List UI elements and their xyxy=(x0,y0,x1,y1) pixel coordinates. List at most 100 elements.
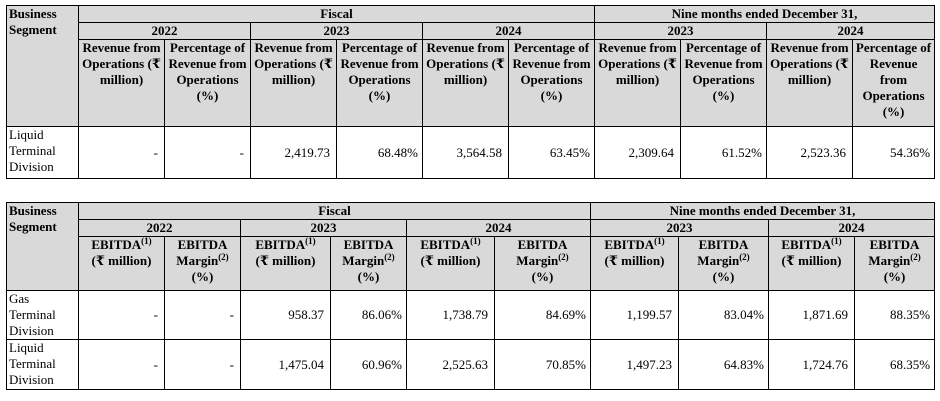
unit-label: (₹ million) xyxy=(255,253,316,268)
margin-label: EBITDA Margin xyxy=(868,237,920,268)
cell-value: 86.06% xyxy=(330,290,407,340)
year-header: 2022 xyxy=(78,22,251,40)
margin-col-header: EBITDA Margin(2) (%) xyxy=(853,236,936,291)
cell-value: 54.36% xyxy=(851,126,936,179)
cell-value: - xyxy=(164,290,241,340)
cell-value: 70.85% xyxy=(494,339,591,390)
cell-value: 61.52% xyxy=(680,126,767,179)
year-header: 2024 xyxy=(767,219,936,237)
margin-col-header: EBITDA Margin(2) (%) xyxy=(494,236,591,291)
cell-value: 2,419.73 xyxy=(250,126,337,179)
revenue-table: Business Segment Fiscal Nine months ende… xyxy=(6,5,936,179)
revenue-col-header: Revenue from Operations (₹ million) xyxy=(422,39,509,127)
nine-months-header: Nine months ended December 31, xyxy=(593,5,936,23)
margin-col-header: EBITDA Margin(2) (%) xyxy=(678,236,769,291)
footnote-marker: (2) xyxy=(910,252,921,262)
cell-value: - xyxy=(78,290,165,340)
percentage-col-header: Percentage of Revenue from Operations (%… xyxy=(851,39,936,127)
cell-value: 3,564.58 xyxy=(422,126,509,179)
segment-label: Liquid Terminal Division xyxy=(6,339,79,390)
revenue-col-header: Revenue from Operations (₹ million) xyxy=(250,39,337,127)
unit-label: (%) xyxy=(531,269,554,284)
year-header: 2023 xyxy=(594,22,767,40)
year-header: 2023 xyxy=(590,219,769,237)
revenue-col-header: Revenue from Operations (₹ million) xyxy=(78,39,165,127)
ebitda-col-header: EBITDA(1) (₹ million) xyxy=(406,236,495,291)
cell-value: 1,738.79 xyxy=(406,290,495,340)
cell-value: 1,497.23 xyxy=(590,339,679,390)
cell-value: 68.48% xyxy=(336,126,423,179)
margin-label: EBITDA Margin xyxy=(176,237,228,268)
footnote-marker: (2) xyxy=(558,252,569,262)
footnote-marker: (1) xyxy=(831,236,842,246)
cell-value: 63.45% xyxy=(508,126,595,179)
revenue-col-header: Revenue from Operations (₹ million) xyxy=(766,39,853,127)
footnote-marker: (2) xyxy=(739,252,750,262)
unit-label: (%) xyxy=(357,269,380,284)
cell-value: 1,724.76 xyxy=(768,339,855,390)
unit-label: (%) xyxy=(191,269,214,284)
cell-value: 1,475.04 xyxy=(240,339,331,390)
footnote-marker: (1) xyxy=(305,236,316,246)
cell-value: 60.96% xyxy=(330,339,407,390)
ebitda-label: EBITDA xyxy=(420,237,471,252)
unit-label: (%) xyxy=(883,269,906,284)
cell-value: 2,523.36 xyxy=(766,126,853,179)
year-header: 2024 xyxy=(422,22,595,40)
footnote-marker: (1) xyxy=(470,236,481,246)
cell-value: 84.69% xyxy=(494,290,591,340)
cell-value: 958.37 xyxy=(240,290,331,340)
ebitda-label: EBITDA xyxy=(255,237,306,252)
fiscal-header: Fiscal xyxy=(78,5,595,23)
table-row: Liquid Terminal Division - - 2,419.73 68… xyxy=(6,126,936,179)
unit-label: (₹ million) xyxy=(420,253,481,268)
year-header: 2022 xyxy=(78,219,241,237)
ebitda-col-header: EBITDA(1) (₹ million) xyxy=(590,236,679,291)
margin-col-header: EBITDA Margin(2) (%) xyxy=(164,236,241,291)
cell-value: - xyxy=(164,126,251,179)
unit-label: (₹ million) xyxy=(781,253,842,268)
percentage-col-header: Percentage of Revenue from Operations (%… xyxy=(680,39,767,127)
table-row: Gas Terminal Division - - 958.37 86.06% … xyxy=(6,290,936,340)
percentage-col-header: Percentage of Revenue from Operations (%… xyxy=(336,39,423,127)
unit-label: (%) xyxy=(712,269,735,284)
ebitda-label: EBITDA xyxy=(781,237,832,252)
nine-months-header: Nine months ended December 31, xyxy=(589,202,936,220)
year-header: 2023 xyxy=(240,219,407,237)
cell-value: 1,871.69 xyxy=(768,290,855,340)
cell-value: 2,525.63 xyxy=(406,339,495,390)
ebitda-col-header: EBITDA(1) (₹ million) xyxy=(78,236,165,291)
year-header: 2024 xyxy=(765,22,936,40)
ebitda-col-header: EBITDA(1) (₹ million) xyxy=(768,236,855,291)
footnote-marker: (1) xyxy=(654,236,665,246)
footnote-marker: (2) xyxy=(218,252,229,262)
margin-label: EBITDA Margin xyxy=(342,237,394,268)
margin-col-header: EBITDA Margin(2) (%) xyxy=(330,236,407,291)
ebitda-label: EBITDA xyxy=(91,237,142,252)
segment-header: Business Segment xyxy=(6,5,79,127)
margin-label: EBITDA Margin xyxy=(697,237,749,268)
margin-label: EBITDA Margin xyxy=(516,237,568,268)
segment-header: Business Segment xyxy=(6,202,79,291)
segment-label: Gas Terminal Division xyxy=(6,290,79,340)
ebitda-col-header: EBITDA(1) (₹ million) xyxy=(240,236,331,291)
table-row: Liquid Terminal Division - - 1,475.04 60… xyxy=(6,339,936,390)
cell-value: 83.04% xyxy=(678,290,769,340)
percentage-col-header: Percentage of Revenue from Operations (%… xyxy=(164,39,251,127)
fiscal-header: Fiscal xyxy=(78,202,591,220)
cell-value: 88.35% xyxy=(853,290,936,340)
ebitda-label: EBITDA xyxy=(604,237,655,252)
ebitda-table: Business Segment Fiscal Nine months ende… xyxy=(6,202,936,390)
year-header: 2024 xyxy=(406,219,591,237)
cell-value: 68.35% xyxy=(853,339,936,390)
revenue-col-header: Revenue from Operations (₹ million) xyxy=(594,39,681,127)
year-header: 2023 xyxy=(250,22,423,40)
cell-value: 64.83% xyxy=(678,339,769,390)
cell-value: 2,309.64 xyxy=(594,126,681,179)
footnote-marker: (1) xyxy=(141,236,152,246)
segment-label: Liquid Terminal Division xyxy=(6,126,79,179)
unit-label: (₹ million) xyxy=(91,253,152,268)
cell-value: 1,199.57 xyxy=(590,290,679,340)
cell-value: - xyxy=(78,339,165,390)
cell-value: - xyxy=(78,126,165,179)
